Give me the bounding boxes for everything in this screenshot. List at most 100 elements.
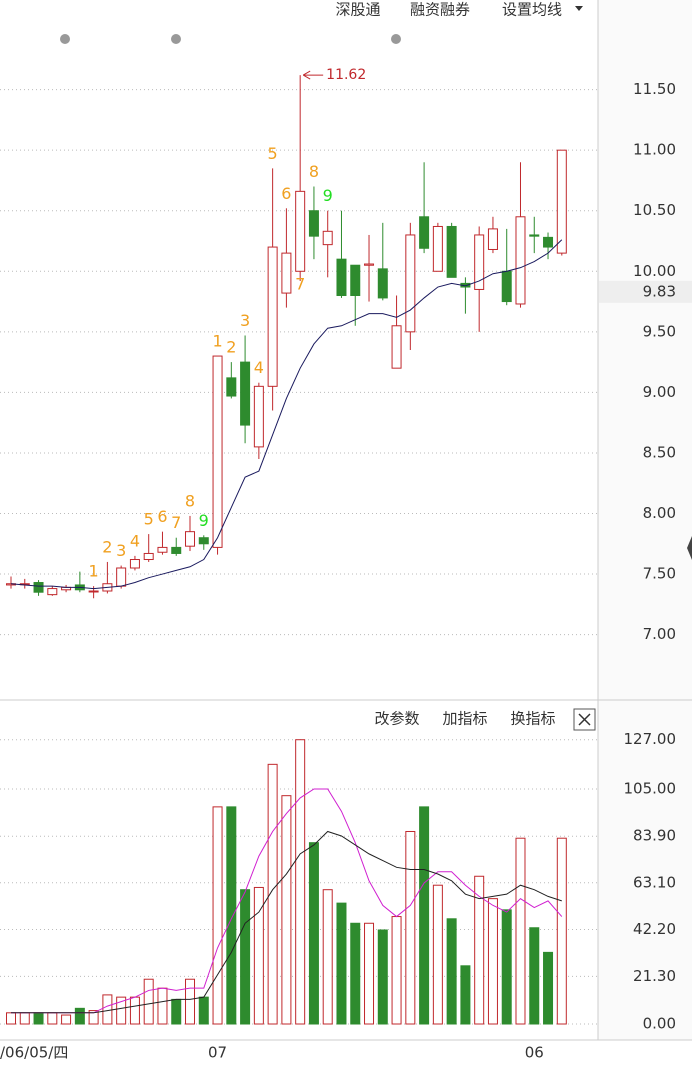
x-tick-label: 07 (208, 1044, 227, 1062)
volume-bar (515, 837, 526, 1025)
candle-body (322, 230, 333, 246)
candle-body (129, 559, 140, 569)
td-label: 6 (157, 507, 167, 526)
y-tick-label: 42.20 (633, 920, 676, 938)
volume-bar (391, 916, 402, 1025)
y-tick-label: 8.50 (643, 443, 676, 461)
y-tick-label: 21.30 (633, 967, 676, 985)
candle-body (212, 355, 223, 548)
y-tick-label: 10.50 (633, 201, 676, 219)
volume-bar (102, 994, 113, 1025)
candle-body (198, 537, 209, 545)
volume-bar (295, 739, 306, 1025)
toolbar-item[interactable]: 加指标 (442, 710, 487, 728)
candle-body (171, 546, 182, 554)
candle-body (364, 263, 375, 266)
volume-bar (157, 987, 168, 1025)
td-label: 5 (268, 144, 278, 163)
axis-panel (598, 0, 692, 1040)
volume-bar (281, 795, 292, 1025)
candle-body (501, 270, 512, 303)
td-label: 8 (309, 162, 319, 181)
volume-bar (364, 922, 375, 1025)
candle-body (253, 385, 264, 448)
volume-bar (198, 996, 209, 1025)
td-label: 9 (199, 511, 209, 530)
volume-bar (212, 806, 223, 1025)
volume-bar (529, 927, 540, 1025)
menu-item[interactable]: 设置均线 (502, 1, 562, 19)
volume-bar (116, 996, 127, 1025)
volume-bar (322, 889, 333, 1025)
candle-body (226, 377, 237, 397)
candle-body (88, 590, 99, 593)
td-label: 3 (240, 311, 250, 330)
volume-bar (446, 918, 457, 1025)
y-tick-label: 63.10 (633, 873, 676, 891)
td-label: 2 (102, 537, 112, 556)
volume-bar (460, 965, 471, 1025)
volume-bar (143, 978, 154, 1025)
volume-bar (377, 929, 388, 1025)
y-tick-label: 83.90 (633, 827, 676, 845)
y-tick-label: 10.00 (633, 262, 676, 280)
candle-body (308, 210, 319, 237)
candle-body (474, 234, 485, 290)
td-label: 2 (226, 338, 236, 357)
candle-body (295, 190, 306, 272)
y-tick-label: 7.00 (643, 625, 676, 643)
candle-body (432, 225, 443, 272)
candle-body (405, 234, 416, 333)
volume-bar (19, 1012, 30, 1025)
td-label: 3 (116, 541, 126, 560)
td-label: 1 (89, 562, 99, 581)
high-label: 11.62 (326, 67, 366, 83)
y-tick-label: 9.00 (643, 383, 676, 401)
ma-line (11, 830, 562, 1014)
side-handle[interactable] (687, 536, 692, 560)
candle-body (157, 546, 168, 553)
ma-line (11, 788, 563, 1014)
high-arrow (302, 70, 324, 80)
close-button[interactable] (573, 708, 596, 731)
candle-body (116, 567, 127, 587)
dropdown-arrow[interactable] (575, 6, 583, 11)
volume-bar (419, 806, 430, 1025)
candle-body (240, 361, 251, 426)
volume-bar (47, 1012, 58, 1025)
menu-item[interactable]: 融资融券 (410, 1, 470, 19)
toolbar-item[interactable]: 换指标 (510, 710, 555, 728)
volume-bar (61, 1014, 72, 1025)
x-tick-label: /06/05/四 (0, 1044, 68, 1062)
candle-body (267, 246, 278, 387)
volume-bar (129, 996, 140, 1025)
y-tick-label: 11.50 (633, 80, 676, 98)
td-label: 9 (323, 186, 333, 205)
stars (60, 34, 401, 44)
td-label: 4 (254, 358, 264, 377)
toolbar-item[interactable]: 改参数 (374, 710, 419, 728)
volume-bar (405, 830, 416, 1025)
volume-bar (543, 951, 554, 1025)
candle-body (556, 149, 567, 254)
candle-body (419, 216, 430, 249)
volume-bar (171, 998, 182, 1025)
menu-item[interactable]: 深股通 (335, 1, 380, 19)
y-tick-label: 0.00 (643, 1015, 676, 1033)
candle-body (515, 216, 526, 305)
volume-bar (240, 889, 251, 1025)
candle-body (377, 268, 388, 299)
td-label: 5 (144, 510, 154, 529)
candle-body (529, 234, 540, 237)
volume-bar (487, 898, 498, 1025)
volume-bar (432, 884, 443, 1025)
volume-bar (185, 978, 196, 1025)
candle-body (47, 588, 58, 596)
y-tick-label: 9.50 (643, 322, 676, 340)
candle-body (487, 228, 498, 250)
volume-bar (33, 1012, 44, 1025)
candle-body (350, 264, 361, 297)
y-tick-label: 11.00 (633, 141, 676, 159)
td-label: 1 (212, 332, 222, 351)
